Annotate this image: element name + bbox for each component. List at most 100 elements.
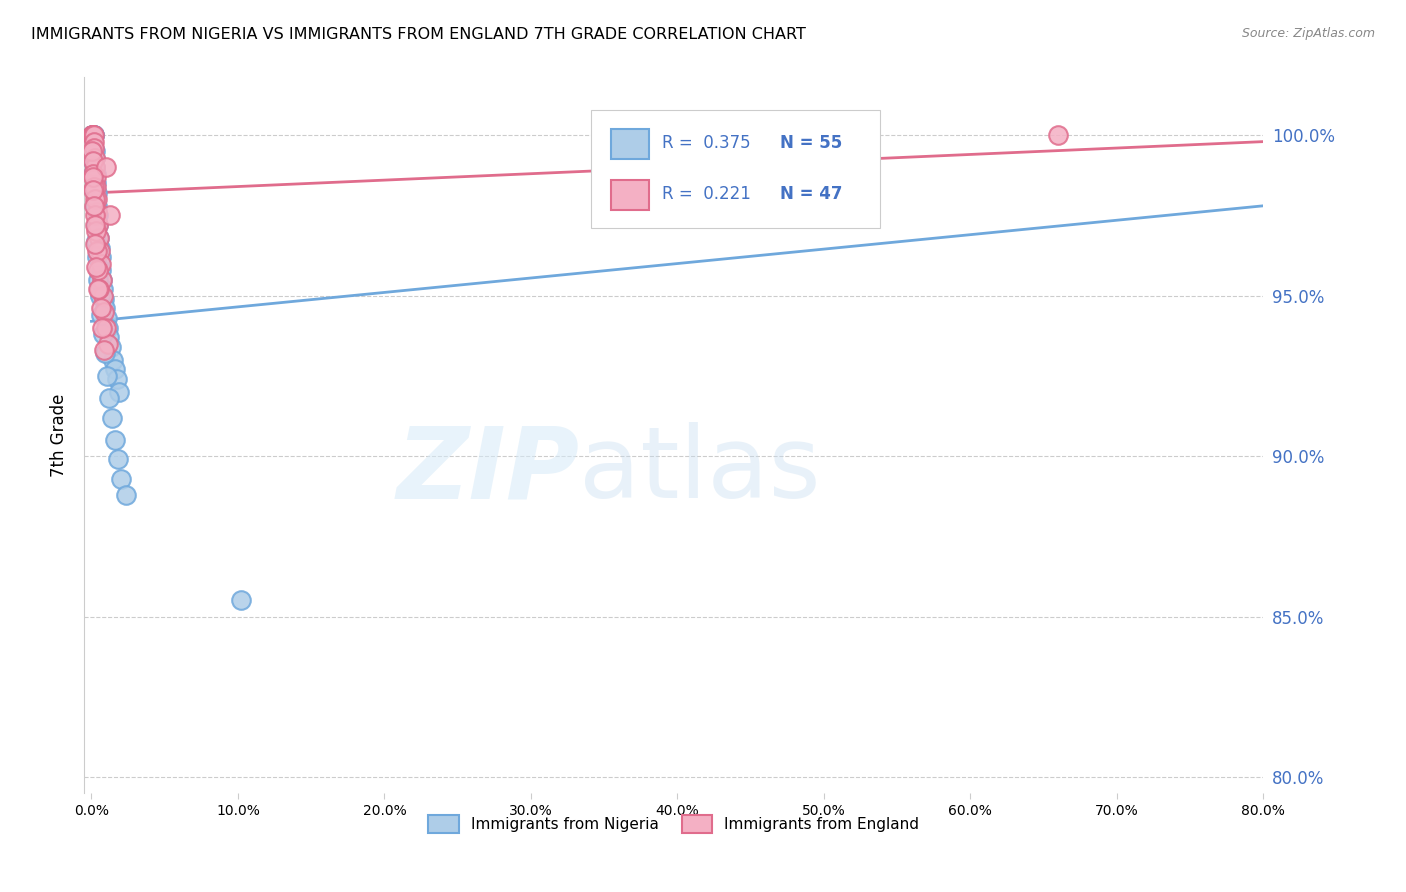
Point [93, 346, 115, 360]
Point [101, 352, 124, 367]
Point [90, 272, 112, 286]
Point [82, 128, 104, 143]
Point [82, 128, 104, 143]
Point [87, 272, 110, 286]
Point [82, 145, 104, 159]
Point [87, 208, 110, 222]
Point [87, 231, 110, 245]
Point [83, 128, 105, 143]
Point [84, 169, 107, 184]
Point [83, 151, 105, 165]
Point [86, 186, 108, 200]
Point [82, 128, 104, 143]
Point [87, 263, 110, 277]
Point [90, 263, 112, 277]
Point [105, 372, 128, 386]
Point [91, 282, 114, 296]
Point [107, 452, 129, 467]
Text: N = 55: N = 55 [780, 134, 842, 153]
Bar [612, 180, 650, 210]
Text: R =  0.221: R = 0.221 [662, 186, 751, 203]
Point [84, 260, 107, 274]
Text: R =  0.375: R = 0.375 [662, 134, 751, 153]
FancyBboxPatch shape [592, 110, 880, 227]
Text: ZIP: ZIP [396, 423, 579, 519]
Point [82, 128, 104, 143]
Point [97, 320, 120, 334]
Point [110, 471, 132, 485]
Text: N = 47: N = 47 [780, 186, 842, 203]
Point [82, 153, 104, 168]
Point [83, 128, 105, 143]
Point [89, 244, 111, 258]
Point [93, 304, 115, 318]
Point [84, 167, 107, 181]
Point [84, 177, 107, 191]
Bar [612, 128, 650, 159]
Text: Source: ZipAtlas.com: Source: ZipAtlas.com [1241, 27, 1375, 40]
Point [1047, 128, 1070, 143]
Point [86, 244, 108, 258]
Point [82, 128, 104, 143]
Point [86, 205, 108, 219]
Point [115, 487, 138, 501]
Point [82, 153, 104, 168]
Point [87, 218, 110, 232]
Point [100, 340, 122, 354]
Point [87, 231, 110, 245]
Point [82, 128, 104, 143]
Point [104, 362, 127, 376]
Point [84, 224, 107, 238]
Point [98, 330, 121, 344]
Point [82, 128, 104, 143]
Point [83, 128, 105, 143]
Point [86, 199, 108, 213]
Point [90, 308, 112, 322]
Point [82, 169, 104, 184]
Point [87, 218, 110, 232]
Point [94, 320, 117, 334]
Legend: Immigrants from Nigeria, Immigrants from England: Immigrants from Nigeria, Immigrants from… [422, 809, 925, 839]
Point [82, 128, 104, 143]
Point [84, 218, 107, 232]
Point [91, 272, 114, 286]
Point [93, 343, 115, 358]
Point [84, 237, 107, 252]
Point [82, 128, 104, 143]
Point [80, 128, 103, 143]
Point [97, 336, 120, 351]
Point [86, 250, 108, 264]
Point [82, 167, 104, 181]
Point [83, 179, 105, 194]
Point [83, 135, 105, 149]
Point [84, 161, 107, 175]
Point [83, 128, 105, 143]
Point [82, 128, 104, 143]
Point [96, 311, 118, 326]
Point [89, 240, 111, 254]
Point [98, 392, 121, 406]
Point [86, 193, 108, 207]
Point [93, 292, 115, 306]
Point [90, 250, 112, 264]
Point [84, 179, 107, 194]
Point [84, 208, 107, 222]
Point [89, 288, 111, 302]
Point [83, 218, 105, 232]
Point [82, 183, 104, 197]
Point [83, 193, 105, 207]
Point [84, 151, 107, 165]
Point [83, 183, 105, 197]
Point [89, 282, 111, 296]
Point [90, 256, 112, 270]
Point [82, 167, 104, 181]
Point [86, 282, 108, 296]
Point [83, 199, 105, 213]
Point [83, 145, 105, 159]
Y-axis label: 7th Grade: 7th Grade [51, 393, 67, 477]
Point [104, 433, 127, 447]
Point [94, 301, 117, 316]
Point [86, 234, 108, 248]
Point [94, 161, 117, 175]
Point [83, 141, 105, 155]
